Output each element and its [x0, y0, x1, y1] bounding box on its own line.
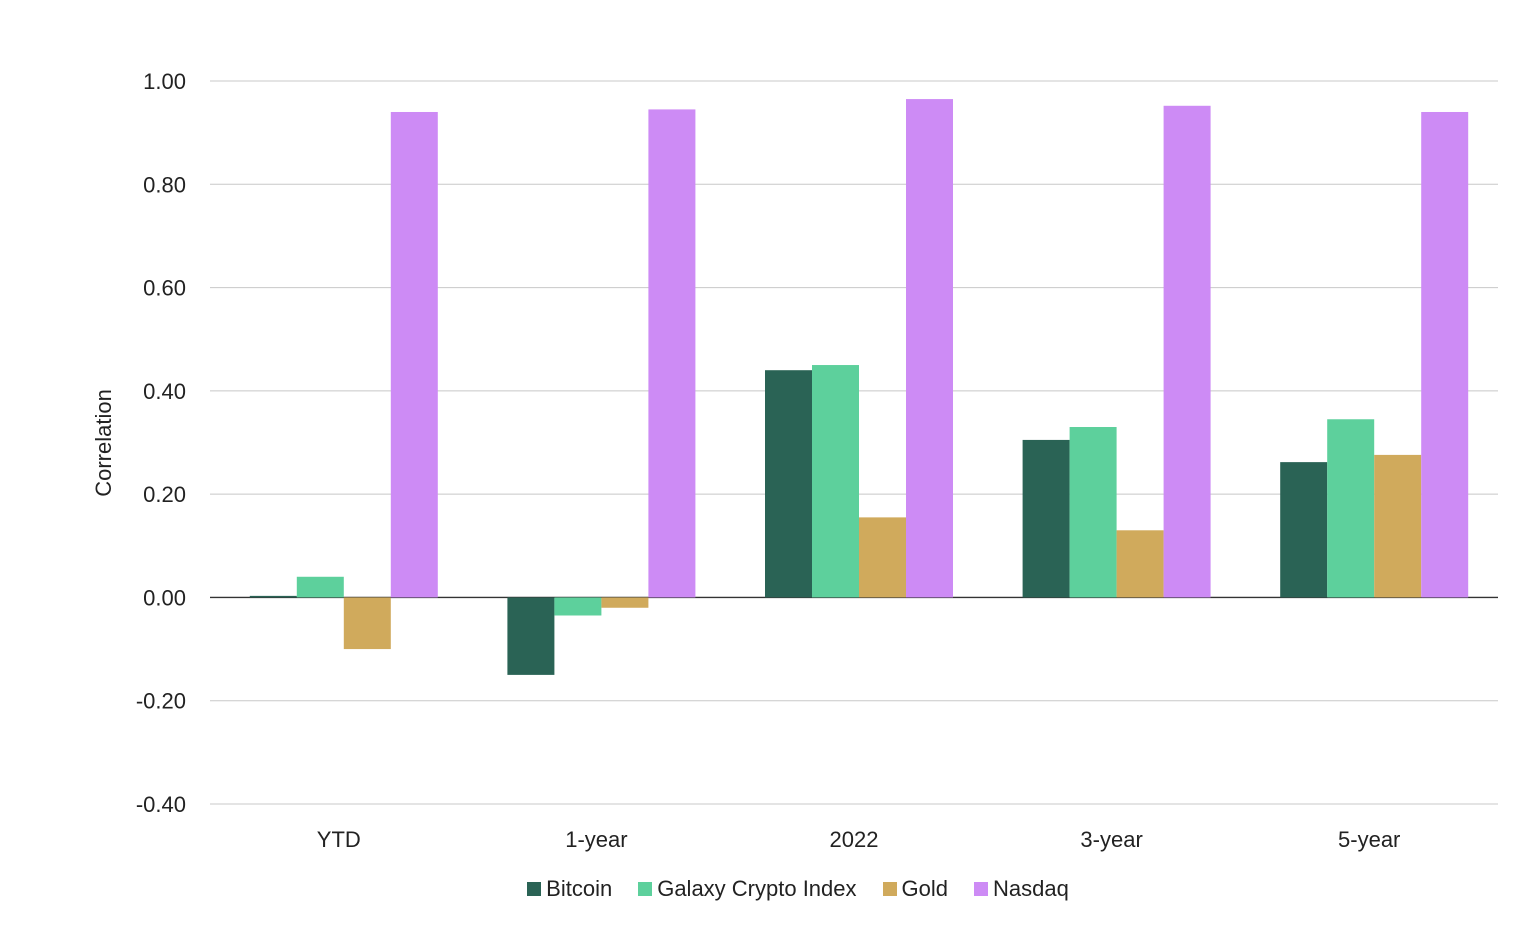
y-tick-label: 0.60 — [143, 276, 186, 301]
bar-nasdaq-1-year — [648, 109, 696, 598]
bar-nasdaq-ytd — [390, 111, 438, 598]
legend-label: Galaxy Crypto Index — [657, 876, 857, 901]
bar-bitcoin-2022 — [765, 370, 812, 598]
x-tick-label: 1-year — [565, 827, 627, 852]
y-tick-label: 1.00 — [143, 69, 186, 94]
bar-galaxy-crypto-index-2022 — [812, 365, 859, 598]
legend-item: Bitcoin — [527, 876, 612, 902]
y-tick-label: -0.40 — [136, 792, 186, 817]
legend-swatch — [638, 882, 653, 896]
legend-item: Nasdaq — [974, 876, 1069, 902]
chart-legend: Bitcoin Galaxy Crypto Index Gold Nasdaq — [0, 876, 1536, 902]
bar-bitcoin-5-year — [1280, 462, 1328, 598]
y-tick-label: 0.00 — [143, 585, 186, 610]
x-axis-tick-labels: YTD 1-year 2022 3-year 5-year — [317, 827, 1401, 852]
bar-galaxy-crypto-index-1-year — [554, 597, 602, 616]
y-tick-label: 0.20 — [143, 482, 186, 507]
bar-galaxy-crypto-index-3-year — [1069, 427, 1117, 598]
bar-bitcoin-ytd — [249, 595, 297, 598]
x-tick-label: YTD — [317, 827, 361, 852]
x-tick-label: 5-year — [1338, 827, 1400, 852]
legend-label: Nasdaq — [993, 876, 1069, 901]
bar-gold-5-year — [1374, 454, 1422, 598]
legend-swatch — [974, 882, 988, 896]
legend-label: Bitcoin — [546, 876, 613, 901]
bar-gold-2022 — [859, 517, 906, 598]
y-tick-label: 0.40 — [143, 379, 186, 404]
bar-nasdaq-2022 — [906, 99, 953, 598]
x-tick-label: 3-year — [1080, 827, 1142, 852]
legend-swatch — [882, 882, 897, 896]
bars — [249, 99, 1469, 675]
bar-nasdaq-5-year — [1421, 111, 1469, 598]
y-axis-title: Correlation — [91, 389, 116, 497]
y-tick-label: 0.80 — [143, 172, 186, 197]
bar-gold-1-year — [601, 597, 649, 608]
bar-bitcoin-1-year — [507, 597, 555, 675]
bar-gold-3-year — [1116, 530, 1164, 598]
legend-label: Gold — [901, 876, 948, 901]
y-tick-label: -0.20 — [136, 689, 186, 714]
legend-item: Gold — [882, 876, 948, 902]
bar-nasdaq-3-year — [1163, 105, 1211, 598]
x-tick-label: 2022 — [830, 827, 879, 852]
bar-bitcoin-3-year — [1022, 439, 1070, 598]
bar-gold-ytd — [343, 597, 391, 650]
legend-item: Galaxy Crypto Index — [638, 876, 857, 902]
bar-galaxy-crypto-index-ytd — [296, 576, 344, 598]
y-axis-tick-labels: 1.00 0.80 0.60 0.40 0.20 0.00 -0.20 -0.40 — [136, 69, 186, 817]
legend-swatch — [527, 882, 542, 896]
bar-galaxy-crypto-index-5-year — [1327, 419, 1375, 598]
